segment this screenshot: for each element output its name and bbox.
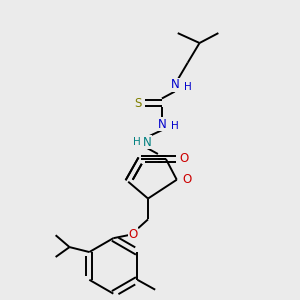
Text: O: O xyxy=(179,152,188,165)
Text: H: H xyxy=(133,137,141,147)
Text: O: O xyxy=(128,228,138,241)
Text: H: H xyxy=(171,121,178,131)
Text: O: O xyxy=(182,173,191,186)
Text: N: N xyxy=(158,118,166,131)
Text: S: S xyxy=(134,97,142,110)
Text: N: N xyxy=(143,136,152,148)
Text: H: H xyxy=(184,82,191,92)
Text: N: N xyxy=(170,78,179,91)
